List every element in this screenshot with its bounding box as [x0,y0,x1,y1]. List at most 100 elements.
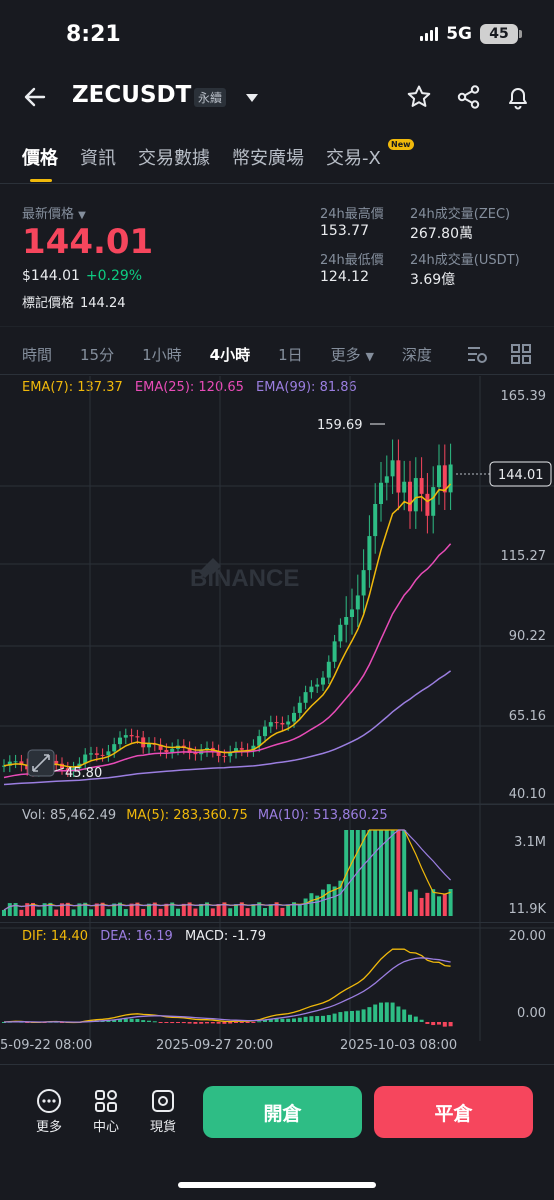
volume-divider [0,804,554,805]
ema25-label: EMA(25): 120.65 [134,380,244,395]
symbol-title[interactable]: ZECUSDT [72,82,192,108]
back-arrow-icon[interactable] [22,84,48,110]
volume-bar [187,902,192,916]
close-position-button[interactable]: 平倉 [374,1086,533,1138]
macd-bar [419,1019,424,1022]
open-position-button[interactable]: 開倉 [203,1086,362,1138]
candle-body [100,754,105,756]
macd-bar [332,1013,337,1022]
macd-axis-top: 20.00 [508,929,546,944]
candle-body [65,768,70,771]
tab-info[interactable]: 資訊 [80,148,116,169]
nav-more[interactable]: 更多 [27,1088,71,1135]
volume-bar [19,909,24,916]
volume-bar [286,904,291,916]
status-time: 8:21 [66,22,121,47]
interval-1h[interactable]: 1小時 [142,346,182,364]
star-icon[interactable] [406,84,432,110]
macd-bar [205,1022,209,1024]
macd-bar [379,1002,383,1022]
time-axis-1: 5-09-22 08:00 [0,1038,93,1053]
volume-bar [367,830,372,916]
vol-axis-top: 3.1M [514,835,546,850]
dea-label: DEA: 16.19 [100,929,173,944]
dif-label: DIF: 14.40 [22,929,89,944]
bell-icon[interactable] [505,84,531,110]
nav-center[interactable]: 中心 [84,1088,128,1135]
vol-zec-value: 267.80萬 [410,226,473,242]
vol-ma10-label: MA(10): 513,860.25 [257,808,388,823]
price-axis-65: 65.16 [508,709,546,724]
macd-bar [390,1002,395,1022]
vol-usdt-label: 24h成交量(USDT) [410,253,520,268]
volume-bar [338,880,343,916]
macd-bar [141,1020,146,1022]
candle-body [361,570,366,596]
macd-bar [245,1022,250,1023]
candle-body [332,641,337,662]
nav-spot[interactable]: 現貨 [141,1088,185,1135]
candle-body [268,722,273,727]
interval-depth[interactable]: 深度 [401,346,432,364]
tab-price[interactable]: 價格 [22,144,58,182]
symbol-dropdown-icon[interactable] [246,94,258,102]
candle-body [193,752,198,755]
high-label: 24h最高價 [320,207,384,222]
volume-bar [7,903,12,916]
low-marker-text: 45.80 [65,766,102,781]
home-indicator [178,1182,376,1188]
interval-4h[interactable]: 4小時 [209,346,251,364]
price-axis-40: 40.10 [508,787,546,802]
macd-bar [315,1016,320,1022]
macd-bar [344,1011,349,1022]
volume-bar [147,903,151,916]
contract-type-badge: 永續 [194,88,227,107]
volume-bar [123,909,128,916]
volume-bar [170,902,175,916]
interval-time[interactable]: 時間 [22,346,53,364]
vol-ma10-line [3,829,452,911]
candle-body [309,686,314,693]
candle-body [257,736,262,746]
macd-bar [187,1022,192,1024]
volume-bar [297,904,302,916]
high-marker-text: 159.69 [317,418,363,433]
layout-grid-icon[interactable] [511,344,531,364]
macd-bar [413,1016,418,1022]
volume-bar [152,902,157,916]
share-icon[interactable] [456,84,482,110]
macd-bar [431,1022,436,1026]
macd-bar [373,1004,378,1022]
volume-bar [31,902,35,916]
macd-bar [152,1021,157,1023]
tab-trade-x[interactable]: 交易-X [326,148,381,169]
kline-chart[interactable]: BINANCE 159.69 45.80 144.01 [0,376,554,1056]
volume-bar [361,830,366,916]
last-price-label[interactable]: 最新價格 ▼ [22,207,86,222]
macd-bar [228,1022,233,1024]
volume-bar [245,908,250,916]
interval-1d[interactable]: 1日 [278,346,303,364]
candle-body [164,749,169,753]
macd-bar [176,1022,180,1023]
candle-body [2,765,6,767]
interval-more[interactable]: 更多 ▼ [330,346,374,364]
macd-bar [425,1022,430,1024]
volume-bar [77,903,82,916]
candle-body [158,744,163,750]
indicator-settings-icon[interactable] [466,344,488,364]
volume-bar [442,894,447,916]
candle-body [425,493,430,516]
macd-bar [292,1018,296,1022]
tab-square[interactable]: 幣安廣場 [232,148,304,169]
ema-legend: EMA(7): 137.37 EMA(25): 120.65 EMA(99): … [22,380,357,395]
macd-bar [193,1022,198,1024]
candle-body [315,684,320,687]
tab-trading-data[interactable]: 交易數據 [138,148,210,169]
volume-bar [25,903,30,916]
macd-bar [338,1012,343,1022]
macd-bar [268,1019,273,1022]
candle-body [94,753,99,755]
candle-body [321,677,325,685]
interval-15m[interactable]: 15分 [80,346,115,364]
